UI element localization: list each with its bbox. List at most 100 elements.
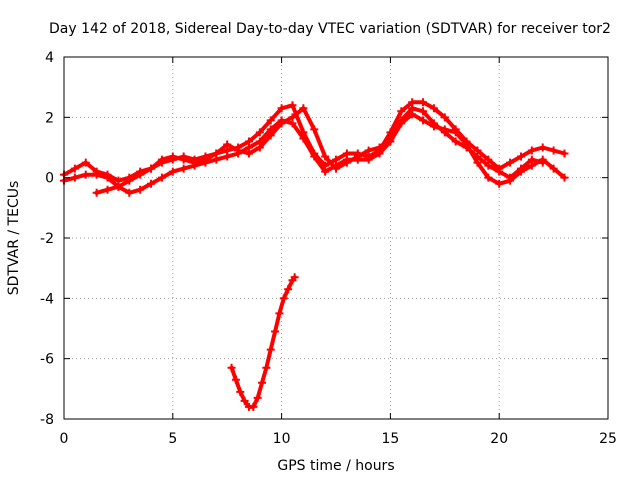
data-point [429, 104, 438, 113]
data-point [168, 152, 177, 161]
data-point [70, 173, 79, 182]
data-point [419, 116, 428, 125]
data-point [342, 158, 351, 167]
data-point [451, 137, 460, 146]
data-point [386, 134, 395, 143]
data-point [114, 182, 123, 191]
data-point [279, 294, 288, 303]
data-point [275, 309, 284, 318]
data-point [201, 155, 210, 164]
data-point [527, 155, 536, 164]
data-point [527, 146, 536, 155]
x-tick-label: 5 [168, 431, 177, 447]
data-point [288, 101, 297, 110]
data-point [506, 173, 515, 182]
data-point [92, 188, 101, 197]
data-point [397, 116, 406, 125]
data-point [451, 128, 460, 137]
data-point [266, 345, 275, 354]
data-point [290, 273, 299, 282]
y-tick-label: 4 [45, 50, 54, 66]
data-point [231, 375, 240, 384]
data-point [240, 396, 249, 405]
data-point [253, 393, 262, 402]
data-point [560, 149, 569, 158]
y-tick-label: -8 [40, 412, 54, 428]
data-point [484, 161, 493, 170]
data-point [440, 113, 449, 122]
data-point [262, 363, 271, 372]
data-point [157, 173, 166, 182]
data-point [462, 143, 471, 152]
data-point [136, 185, 145, 194]
data-point [168, 167, 177, 176]
y-tick-label: -6 [40, 352, 54, 368]
data-point [255, 143, 264, 152]
y-tick-label: 2 [45, 110, 54, 126]
data-point [70, 164, 79, 173]
data-point [397, 107, 406, 116]
data-point [266, 116, 275, 125]
data-point [310, 152, 319, 161]
data-point [258, 378, 267, 387]
x-tick-label: 10 [273, 431, 291, 447]
data-point [136, 170, 145, 179]
data-point [244, 149, 253, 158]
data-point [549, 164, 558, 173]
data-point [284, 285, 293, 294]
data-point [484, 173, 493, 182]
data-point [92, 170, 101, 179]
data-point [157, 155, 166, 164]
data-point [495, 167, 504, 176]
data-point [179, 164, 188, 173]
data-point [353, 152, 362, 161]
data-point [506, 158, 515, 167]
data-point [125, 188, 134, 197]
x-tick-label: 25 [599, 431, 617, 447]
x-tick-label: 15 [381, 431, 399, 447]
data-point [147, 179, 156, 188]
data-point [190, 158, 199, 167]
data-point [473, 152, 482, 161]
data-point [103, 185, 112, 194]
data-point [310, 125, 319, 134]
data-point [81, 158, 90, 167]
data-point [516, 164, 525, 173]
data-point [538, 143, 547, 152]
data-point [364, 155, 373, 164]
data-point [236, 387, 245, 396]
data-point [538, 158, 547, 167]
data-point [223, 140, 232, 149]
data-point [495, 179, 504, 188]
data-point [419, 98, 428, 107]
data-point [299, 134, 308, 143]
data-point [277, 104, 286, 113]
data-point [255, 128, 264, 137]
data-point [375, 143, 384, 152]
y-tick-label: -4 [40, 291, 54, 307]
data-point [364, 146, 373, 155]
x-tick-label: 0 [60, 431, 69, 447]
data-point [321, 152, 330, 161]
data-point [81, 170, 90, 179]
data-point [227, 363, 236, 372]
x-axis-label: GPS time / hours [277, 458, 394, 474]
data-point [125, 176, 134, 185]
series-dip [227, 273, 299, 411]
data-point [408, 104, 417, 113]
data-point [277, 119, 286, 128]
y-tick-label: 0 [45, 171, 54, 187]
axis-ticks: 0 5 10 15 20 25 -8 -6 -4 -2 0 2 4 [40, 50, 617, 447]
data-point [332, 164, 340, 173]
y-tick-label: -2 [40, 231, 54, 247]
data-point [266, 131, 275, 140]
series-track-c [92, 104, 547, 197]
data-point [419, 107, 428, 116]
data-point [429, 119, 438, 128]
x-tick-label: 20 [490, 431, 508, 447]
data-point [440, 128, 449, 137]
data-point [223, 152, 232, 161]
data-point [516, 152, 525, 161]
data-point [299, 104, 308, 113]
